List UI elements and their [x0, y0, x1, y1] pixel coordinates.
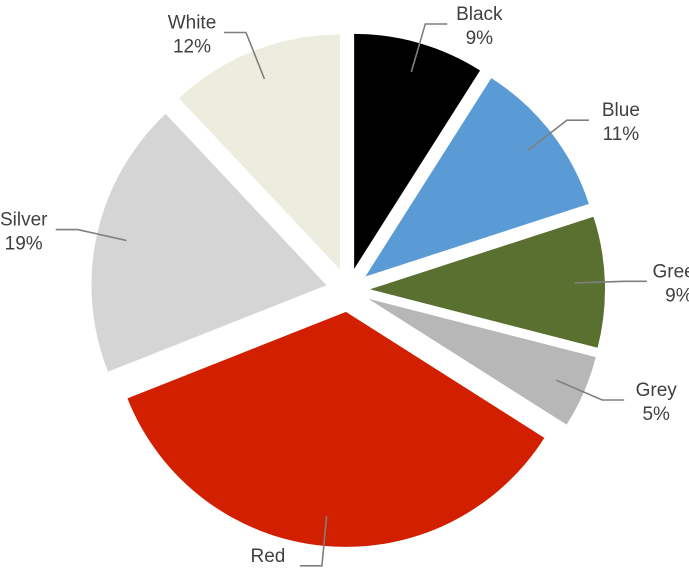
- slice-label-black: Black: [456, 4, 503, 25]
- pie-slice-black: [354, 33, 481, 269]
- slice-percent-grey: 5%: [642, 404, 670, 425]
- slice-percent-silver: 19%: [5, 234, 43, 255]
- leader-line-black: [410, 23, 448, 73]
- slice-label-red: Red: [250, 546, 285, 567]
- slice-percent-red: 35%: [249, 570, 287, 571]
- pie-slice-silver: [91, 113, 327, 372]
- leader-lines: [55, 23, 647, 567]
- slice-labels: Black 9% Blue 11% Green 9% Grey 5% Red 35% Silver 1…: [0, 4, 689, 571]
- pie-slice-white: [179, 34, 340, 270]
- slice-percent-white: 12%: [173, 37, 211, 58]
- slice-percent-green: 9%: [665, 285, 689, 306]
- leader-line-green: [574, 280, 647, 284]
- leader-line-silver: [55, 228, 127, 242]
- slice-label-silver: Silver: [0, 210, 48, 231]
- pie-slice-grey: [368, 298, 596, 425]
- leader-line-white: [224, 31, 266, 80]
- pie-slice-blue: [365, 78, 589, 277]
- slice-label-green: Green: [652, 261, 689, 282]
- slice-label-grey: Grey: [636, 380, 678, 401]
- slice-label-white: White: [168, 13, 217, 34]
- slice-percent-black: 9%: [466, 28, 494, 49]
- pie-slices: [91, 33, 605, 547]
- leader-line-grey: [555, 379, 625, 401]
- leader-line-red: [299, 515, 328, 567]
- leader-line-blue: [526, 119, 589, 152]
- slice-percent-blue: 11%: [603, 124, 640, 145]
- slice-label-blue: Blue: [602, 100, 640, 121]
- pie-slice-green: [369, 216, 605, 348]
- pie-slice-red: [127, 311, 545, 547]
